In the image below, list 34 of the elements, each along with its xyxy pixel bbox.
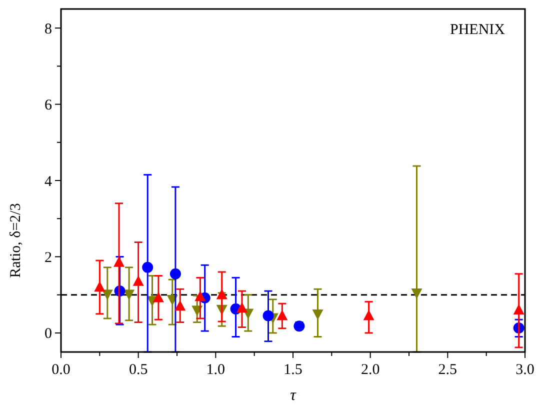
point bbox=[294, 320, 305, 332]
y-tick-label: 6 bbox=[44, 98, 52, 114]
x-tick-label: 0.5 bbox=[128, 362, 148, 378]
point bbox=[132, 275, 144, 286]
y-tick-label: 4 bbox=[44, 174, 52, 190]
point bbox=[170, 268, 181, 280]
point bbox=[152, 292, 164, 302]
y-tick-label: 2 bbox=[44, 250, 52, 266]
point bbox=[216, 288, 228, 300]
point bbox=[276, 310, 288, 320]
point bbox=[363, 310, 374, 320]
point bbox=[312, 309, 324, 320]
y-tick-label: 0 bbox=[44, 326, 52, 342]
point bbox=[236, 302, 248, 313]
y-tick-label: 8 bbox=[44, 21, 52, 38]
x-tick-label: 1.0 bbox=[206, 362, 226, 378]
point bbox=[102, 290, 113, 300]
annotation: PHENIX bbox=[450, 22, 506, 38]
x-tick-label: 2.5 bbox=[438, 362, 458, 378]
point bbox=[114, 256, 124, 267]
y-axis-title: Ratio, δ=2/3 bbox=[8, 203, 24, 278]
point bbox=[513, 304, 524, 314]
x-tick-label: 1.5 bbox=[284, 362, 302, 378]
x-tick-label: 3.0 bbox=[516, 362, 534, 378]
point bbox=[194, 290, 206, 302]
x-axis-title: τ bbox=[290, 387, 298, 404]
x-tick-label: 2.0 bbox=[360, 362, 380, 378]
point bbox=[411, 288, 422, 299]
point bbox=[142, 262, 154, 273]
point bbox=[262, 310, 274, 322]
point bbox=[174, 300, 186, 311]
point bbox=[94, 281, 106, 292]
x-tick-label: 0.0 bbox=[52, 362, 70, 378]
point bbox=[124, 290, 135, 300]
